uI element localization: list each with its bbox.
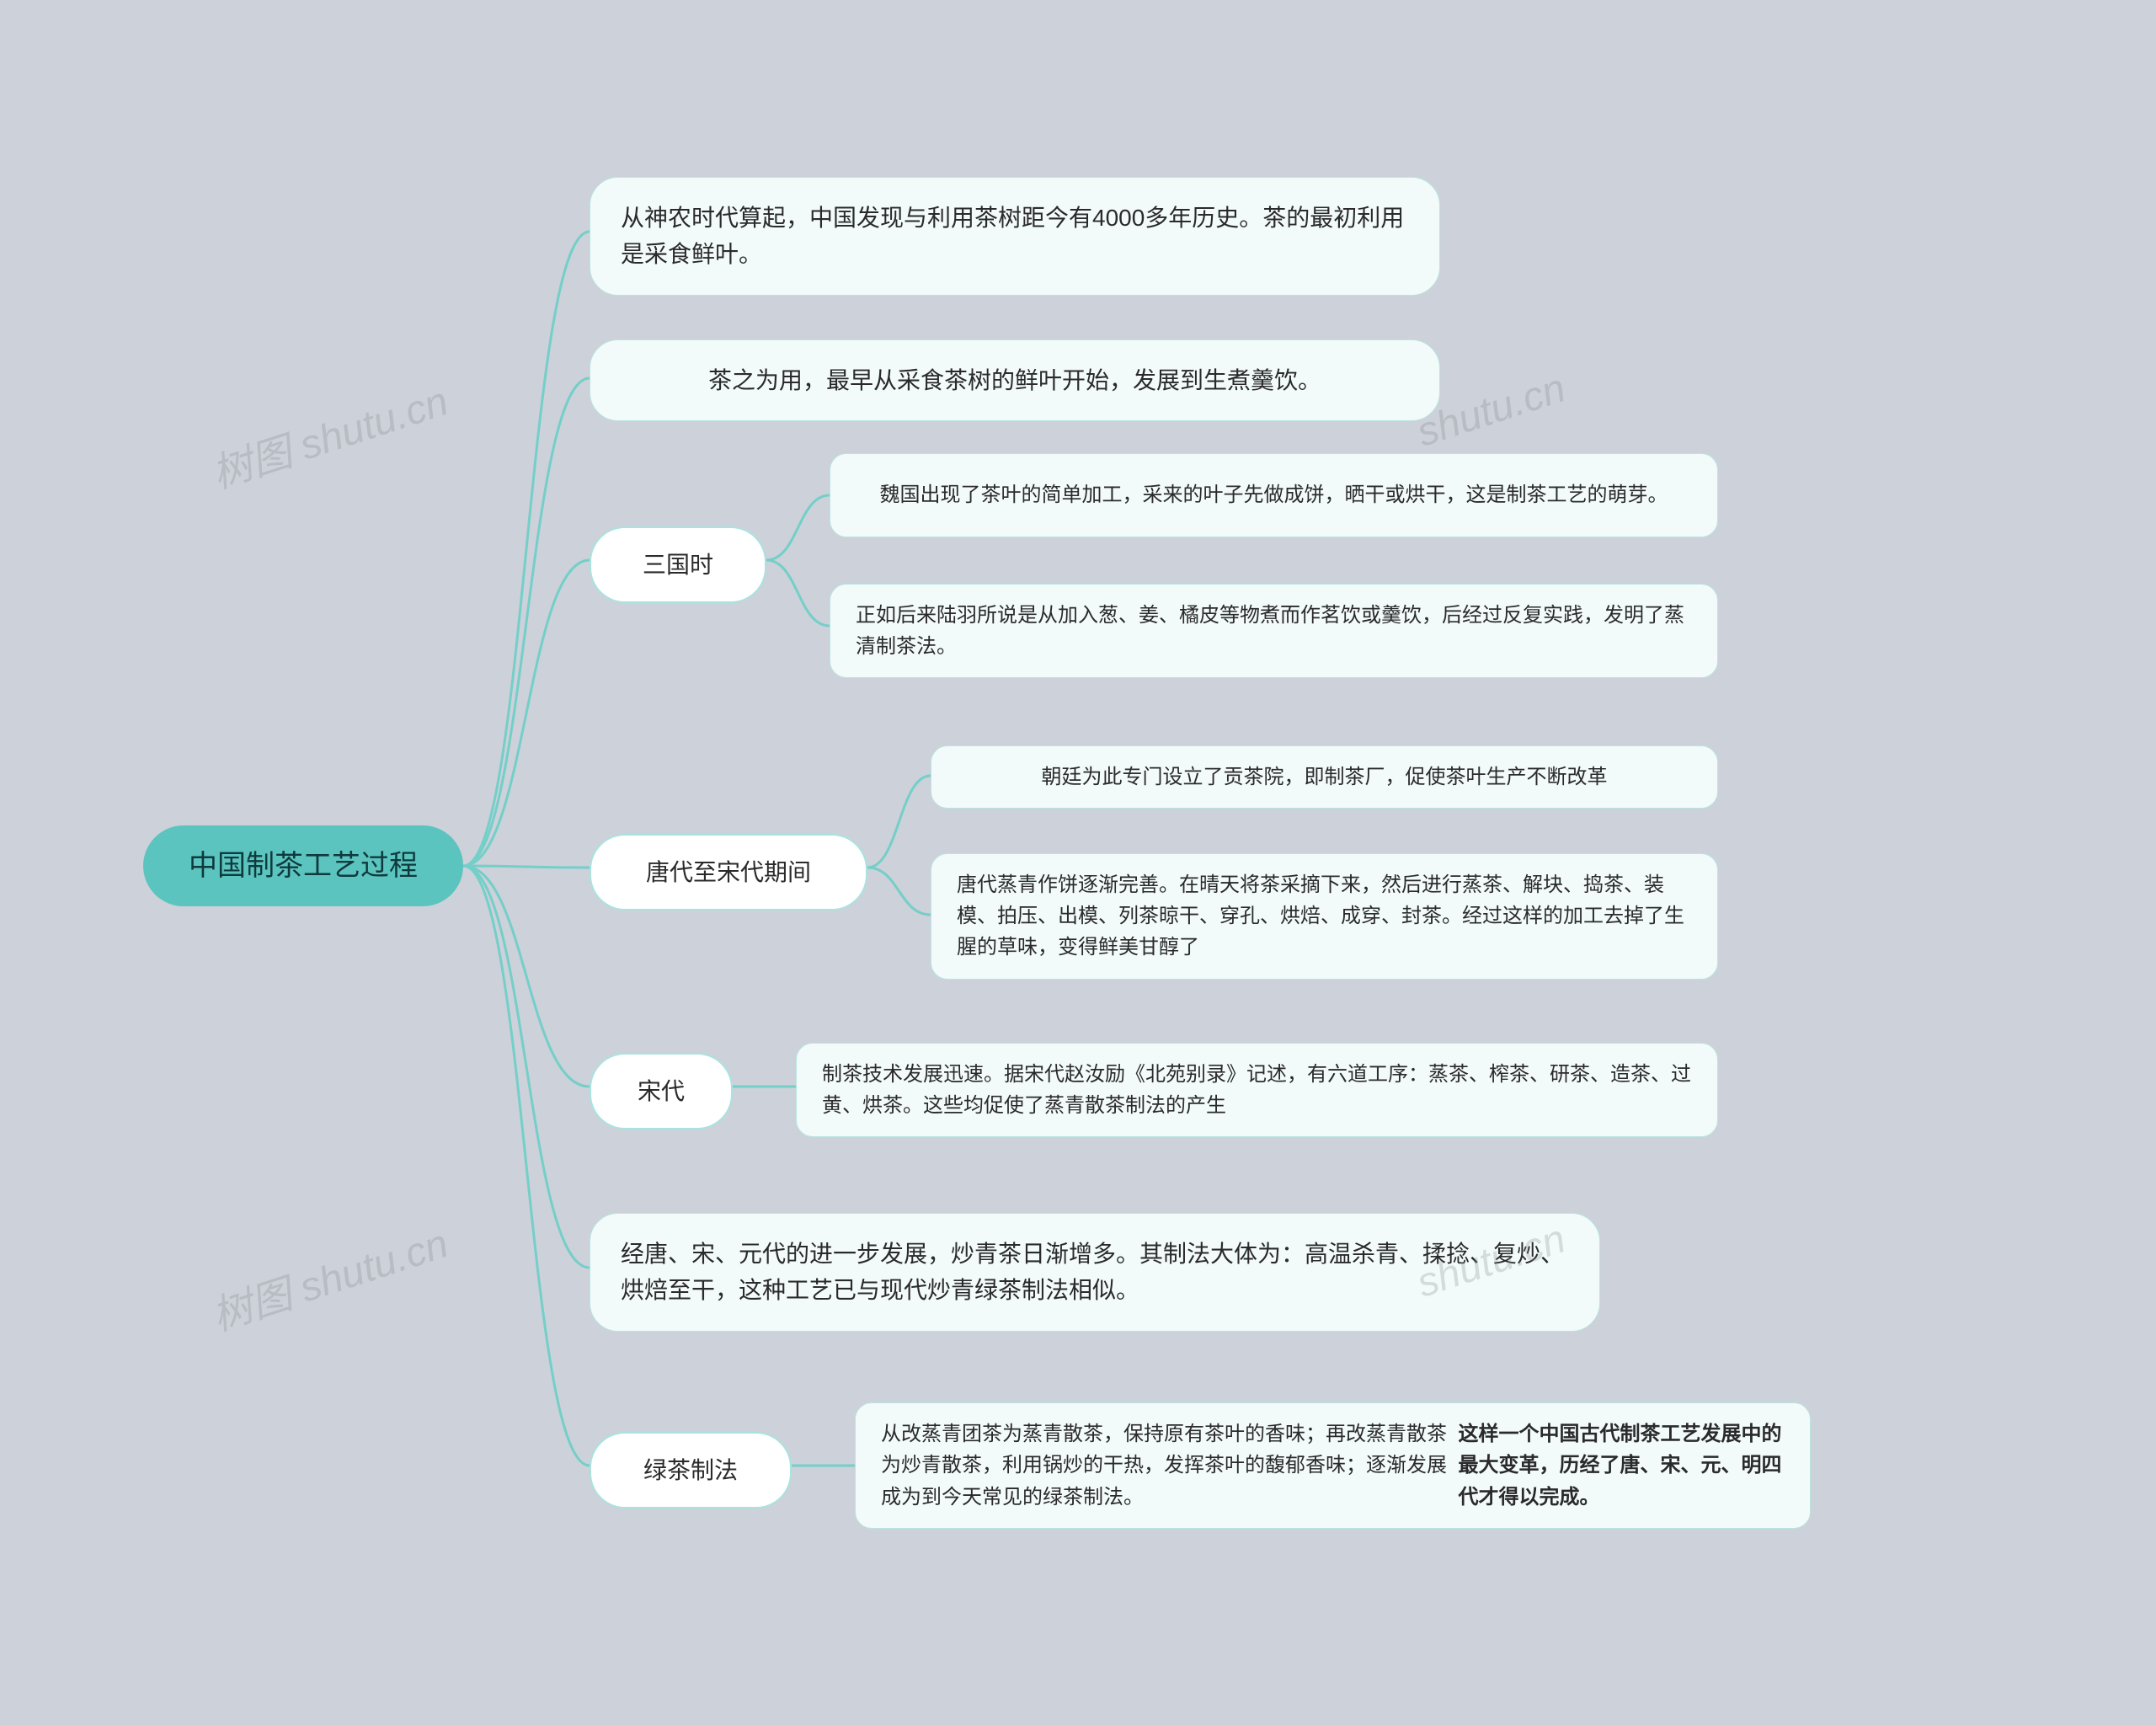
branch-node[interactable]: 唐代至宋代期间 (590, 834, 867, 911)
leaf-node[interactable]: 从神农时代算起，中国发现与利用茶树距今有4000多年历史。茶的最初利用是采食鲜叶… (590, 177, 1440, 296)
leaf-node[interactable]: 经唐、宋、元代的进一步发展，炒青茶日渐增多。其制法大体为：高温杀青、揉捻、复炒、… (590, 1213, 1600, 1332)
branch-node[interactable]: 绿茶制法 (590, 1432, 792, 1509)
watermark: 树图 shutu.cn (203, 1210, 454, 1342)
branch-node[interactable]: 三国时 (590, 526, 766, 603)
branch-node[interactable]: 宋代 (590, 1053, 733, 1130)
leaf-node[interactable]: 唐代蒸青作饼逐渐完善。在晴天将茶采摘下来，然后进行蒸茶、解块、捣茶、装模、拍压、… (931, 853, 1718, 980)
leaf-node[interactable]: 从改蒸青团茶为蒸青散茶，保持原有茶叶的香味；再改蒸青散茶为炒青散茶，利用锅炒的干… (855, 1402, 1811, 1529)
leaf-node[interactable]: 朝廷为此专门设立了贡茶院，即制茶厂，促使茶叶生产不断改革 (931, 745, 1718, 809)
leaf-node[interactable]: 制茶技术发展迅速。据宋代赵汝励《北苑别录》记述，有六道工序：蒸茶、榨茶、研茶、造… (796, 1043, 1718, 1137)
watermark: 树图 shutu.cn (203, 368, 454, 499)
leaf-node[interactable]: 正如后来陆羽所说是从加入葱、姜、橘皮等物煮而作茗饮或羹饮，后经过反复实践，发明了… (830, 584, 1718, 678)
mindmap-root[interactable]: 中国制茶工艺过程 (143, 825, 463, 906)
leaf-node[interactable]: 茶之为用，最早从采食茶树的鲜叶开始，发展到生煮羹饮。 (590, 339, 1440, 421)
leaf-node[interactable]: 魏国出现了茶叶的简单加工，采来的叶子先做成饼，晒干或烘干，这是制茶工艺的萌芽。 (830, 453, 1718, 537)
